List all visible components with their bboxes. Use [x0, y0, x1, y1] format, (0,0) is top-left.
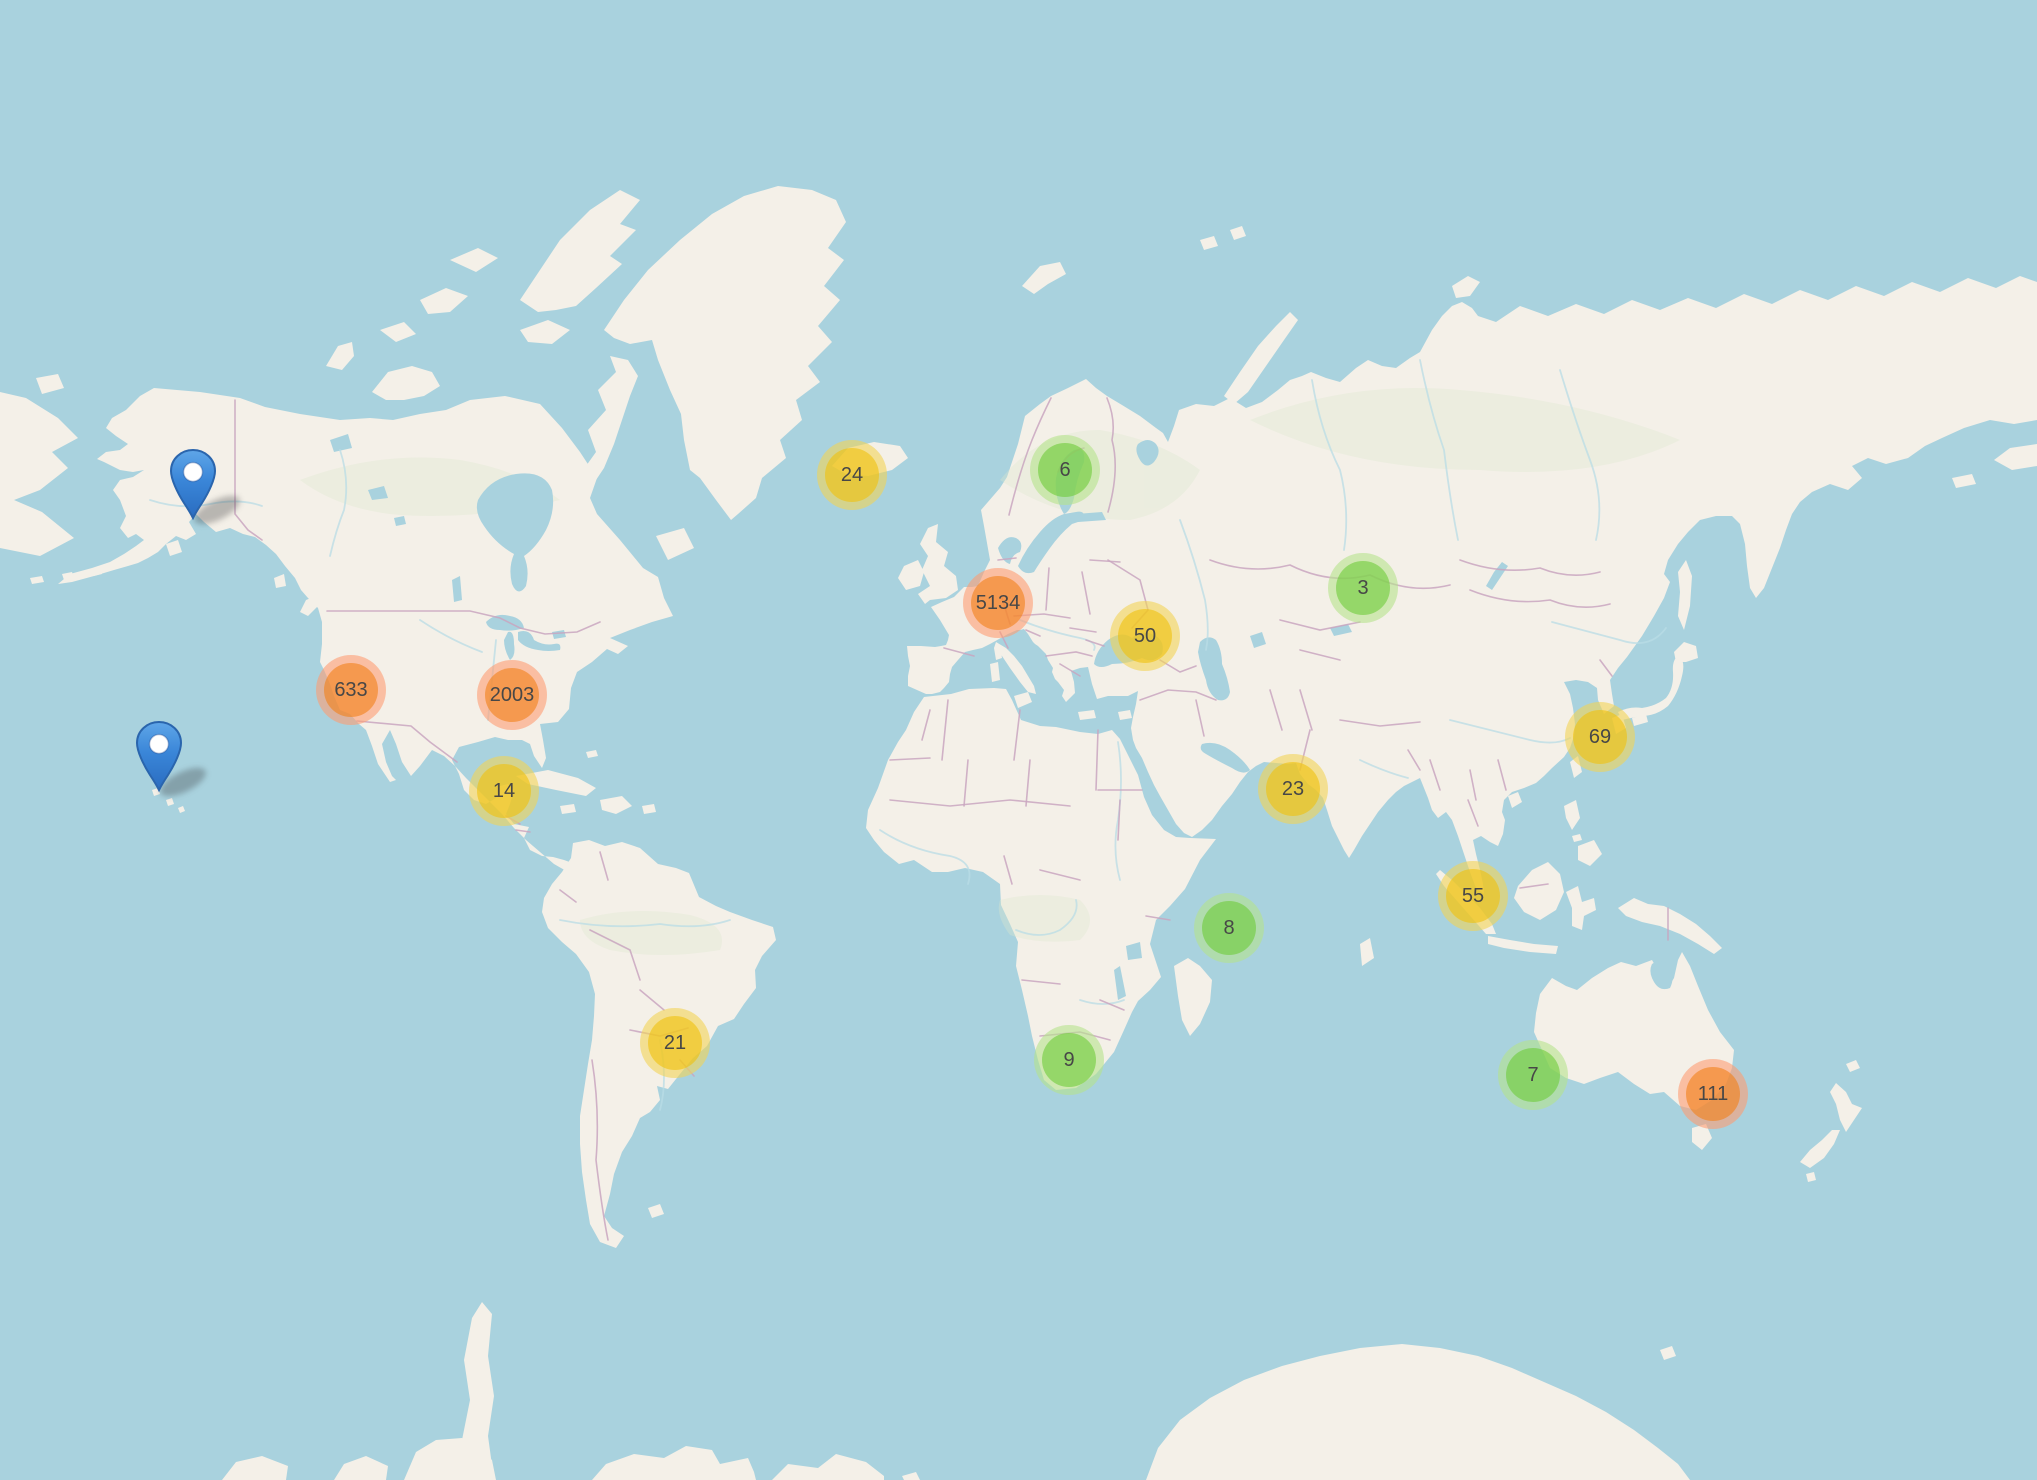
cluster-marker-69[interactable]: 69: [1565, 702, 1635, 772]
cluster-count: 2003: [485, 668, 539, 722]
cluster-count: 8: [1202, 901, 1256, 955]
cluster-count: 7: [1506, 1048, 1560, 1102]
cluster-marker-2003[interactable]: 2003: [477, 660, 547, 730]
cluster-marker-21[interactable]: 21: [640, 1008, 710, 1078]
cluster-count: 6: [1038, 443, 1092, 497]
cluster-marker-6[interactable]: 6: [1030, 435, 1100, 505]
cluster-count: 23: [1266, 762, 1320, 816]
cluster-count: 9: [1042, 1033, 1096, 1087]
cluster-count: 69: [1573, 710, 1627, 764]
cluster-marker-23[interactable]: 23: [1258, 754, 1328, 824]
cluster-count: 24: [825, 448, 879, 502]
pin-body: [135, 720, 183, 793]
cluster-marker-8[interactable]: 8: [1194, 893, 1264, 963]
pin-shadow: [160, 767, 206, 797]
cluster-count: 55: [1446, 869, 1500, 923]
cluster-count: 5134: [971, 576, 1025, 630]
cluster-count: 111: [1686, 1067, 1740, 1121]
cluster-marker-633[interactable]: 633: [316, 655, 386, 725]
cluster-marker-14[interactable]: 14: [469, 756, 539, 826]
cluster-count: 50: [1118, 609, 1172, 663]
cluster-marker-111[interactable]: 111: [1678, 1059, 1748, 1129]
cluster-count: 633: [324, 663, 378, 717]
cluster-count: 3: [1336, 561, 1390, 615]
pin-alaska[interactable]: [167, 448, 263, 532]
pin-body: [169, 448, 217, 521]
cluster-marker-55[interactable]: 55: [1438, 861, 1508, 931]
cluster-marker-7[interactable]: 7: [1498, 1040, 1568, 1110]
pin-hole: [182, 461, 204, 483]
cluster-marker-50[interactable]: 50: [1110, 601, 1180, 671]
cluster-marker-9[interactable]: 9: [1034, 1025, 1104, 1095]
pin-hole: [148, 733, 170, 755]
landmasses: [0, 186, 2037, 1480]
cluster-count: 14: [477, 764, 531, 818]
pin-shadow: [194, 495, 240, 525]
cluster-marker-5134[interactable]: 5134: [963, 568, 1033, 638]
cluster-count: 21: [648, 1016, 702, 1070]
country-borders: [234, 397, 1669, 1241]
cluster-marker-3[interactable]: 3: [1328, 553, 1398, 623]
rivers: [149, 359, 1667, 1111]
cluster-marker-24[interactable]: 24: [817, 440, 887, 510]
pin-hawaii[interactable]: [133, 720, 229, 804]
